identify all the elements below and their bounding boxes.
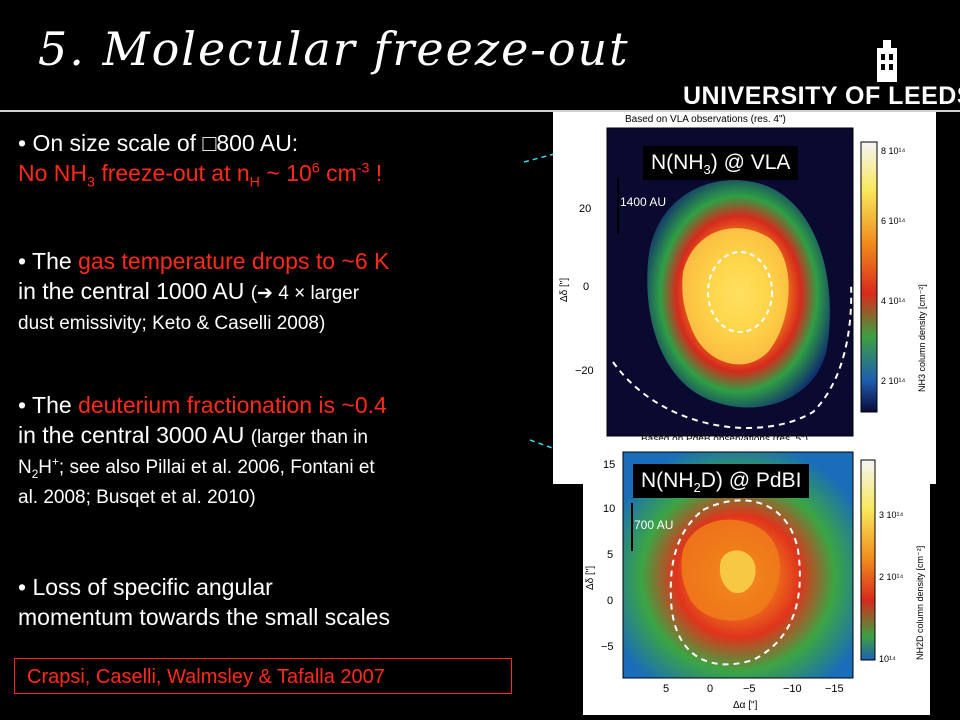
svg-text:2 10¹⁴: 2 10¹⁴ <box>879 572 904 582</box>
title-divider <box>0 110 960 112</box>
bullet-text: in the central 1000 AU <box>18 278 251 304</box>
svg-text:−10: −10 <box>783 683 802 695</box>
bullet-text: • The <box>18 392 79 418</box>
university-logo-text: UNIVERSITY OF LEEDS <box>683 82 960 110</box>
svg-text:Δδ ["]: Δδ ["] <box>585 566 596 590</box>
bullet-note: dust emissivity; Keto & Caselli 2008) <box>18 313 326 334</box>
bullet-text: • The <box>18 248 79 274</box>
svg-text:6 10¹⁴: 6 10¹⁴ <box>881 216 906 226</box>
nh2d-map-label: N(NH2D) @ PdBI <box>633 464 810 498</box>
svg-text:10: 10 <box>603 503 615 515</box>
bullet-note: (larger than in <box>250 427 368 448</box>
bullet-deuterium: • The deuterium fractionation is ~0.4 in… <box>18 390 558 513</box>
bullet-note: (➔ 4 × larger <box>250 283 360 304</box>
bullet-note: N2H+; see also Pillai et al. 2006, Fonta… <box>18 455 375 481</box>
bullet-highlight: gas temperature drops to ~6 K <box>78 248 390 274</box>
bullet-highlight: deuterium fractionation is ~0.4 <box>78 392 387 418</box>
scale-bar-1400 <box>617 178 619 234</box>
svg-text:5: 5 <box>607 549 613 561</box>
svg-text:NH2D column density [cm⁻²]: NH2D column density [cm⁻²] <box>915 546 925 660</box>
bullet-text: • Loss of specific angular <box>18 574 273 600</box>
bullet-gas-temperature: • The gas temperature drops to ~6 K in t… <box>18 246 558 339</box>
svg-text:4 10¹⁴: 4 10¹⁴ <box>881 296 906 306</box>
university-tower-icon <box>877 40 897 82</box>
bullet-highlight: No NH3 freeze-out at nH ~ 106 cm-3 ! <box>18 160 383 191</box>
svg-text:0: 0 <box>607 595 613 607</box>
svg-text:5: 5 <box>663 683 669 695</box>
scale-bar-700 <box>631 503 633 551</box>
svg-text:2 10¹⁴: 2 10¹⁴ <box>881 376 906 386</box>
bullet-note: al. 2008; Busqet et al. 2010) <box>18 487 256 508</box>
svg-text:20: 20 <box>579 203 591 215</box>
svg-text:15: 15 <box>603 459 615 471</box>
svg-text:Based on PdeB observations (re: Based on PdeB observations (res. 5") <box>641 434 808 445</box>
svg-text:3 10¹⁴: 3 10¹⁴ <box>879 510 904 520</box>
slide-title: 5. Molecular freeze-out <box>38 22 630 76</box>
nh3-map-label: N(NH3) @ VLA <box>643 146 799 180</box>
bullet-text: in the central 3000 AU <box>18 422 251 448</box>
svg-text:Δα ["]: Δα ["] <box>733 700 758 711</box>
svg-text:Based on VLA observations (res: Based on VLA observations (res. 4") <box>625 114 786 125</box>
svg-text:NH3 column density [cm⁻²]: NH3 column density [cm⁻²] <box>917 284 927 392</box>
bullet-angular-momentum: • Loss of specific angular momentum towa… <box>18 572 558 632</box>
svg-text:−15: −15 <box>825 683 844 695</box>
svg-text:−5: −5 <box>601 641 614 653</box>
svg-text:10¹⁴: 10¹⁴ <box>879 654 896 664</box>
bullet-size-scale: • On size scale of □800 AU: No NH3 freez… <box>18 128 558 191</box>
svg-text:−5: −5 <box>743 683 756 695</box>
svg-text:0: 0 <box>583 281 589 293</box>
svg-text:−20: −20 <box>575 365 594 377</box>
citation-box: Crapsi, Caselli, Walmsley & Tafalla 2007 <box>14 658 512 694</box>
svg-text:Δδ ["]: Δδ ["] <box>559 278 570 302</box>
scale-label-700: 700 AU <box>634 518 674 532</box>
bullet-text: • On size scale of □800 AU: <box>18 130 299 156</box>
bullet-text: momentum towards the small scales <box>18 604 390 630</box>
svg-text:0: 0 <box>707 683 713 695</box>
svg-text:8 10¹⁴: 8 10¹⁴ <box>881 146 906 156</box>
scale-label-1400: 1400 AU <box>620 195 667 209</box>
